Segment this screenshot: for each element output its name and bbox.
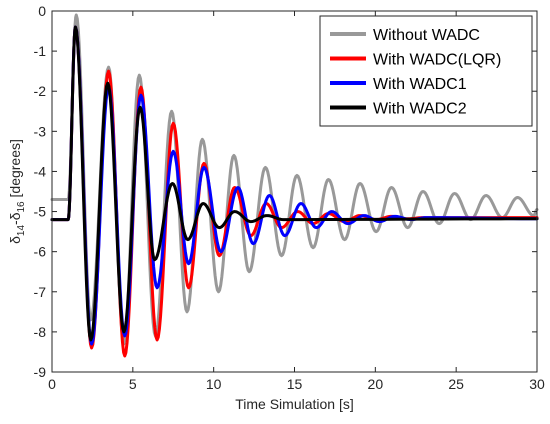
y-tick-label: -3 [34,123,47,139]
y-tick-label: -9 [34,364,47,380]
y-label-subscript: 14 [16,225,27,237]
y-tick-label: -4 [34,163,47,179]
y-tick-label: -8 [34,324,47,340]
x-tick-label: 10 [206,376,222,392]
plot-area [50,13,539,358]
y-tick-label: -7 [34,284,47,300]
y-tick-label: -2 [34,83,47,99]
x-tick-label: 30 [529,376,545,392]
y-tick-label: 0 [38,3,46,19]
legend-label: Without WADC [373,27,480,44]
legend-label: With WADC1 [373,76,467,93]
legend-label: With WADC2 [373,101,467,118]
y-label-part: [degrees] [7,139,23,201]
x-tick-label: 5 [129,376,137,392]
y-axis-label: δ14-δ16 [degrees] [7,139,27,244]
y-tick-label: -5 [34,204,47,220]
x-axis-label: Time Simulation [s] [235,396,354,412]
y-label-subscript: 16 [16,201,27,213]
axis-tick-labels: 0 5 10 15 20 25 30 0 -1 -2 -3 -4 -5 -6 -7 -8 -9 [34,3,545,392]
legend: Without WADC With WADC(LQR) With WADC1 With… [319,15,533,127]
x-tick-label: 25 [448,376,464,392]
x-tick-label: 15 [287,376,303,392]
x-tick-label: 20 [368,376,384,392]
y-label-part: δ [7,236,23,244]
legend-label: With WADC(LQR) [373,52,501,69]
series-line-4 [50,25,539,342]
y-tick-label: -1 [34,43,47,59]
y-tick-label: -6 [34,244,47,260]
x-tick-label: 0 [48,376,56,392]
axis-ticks [51,10,538,373]
y-label-part: -δ [7,212,23,225]
